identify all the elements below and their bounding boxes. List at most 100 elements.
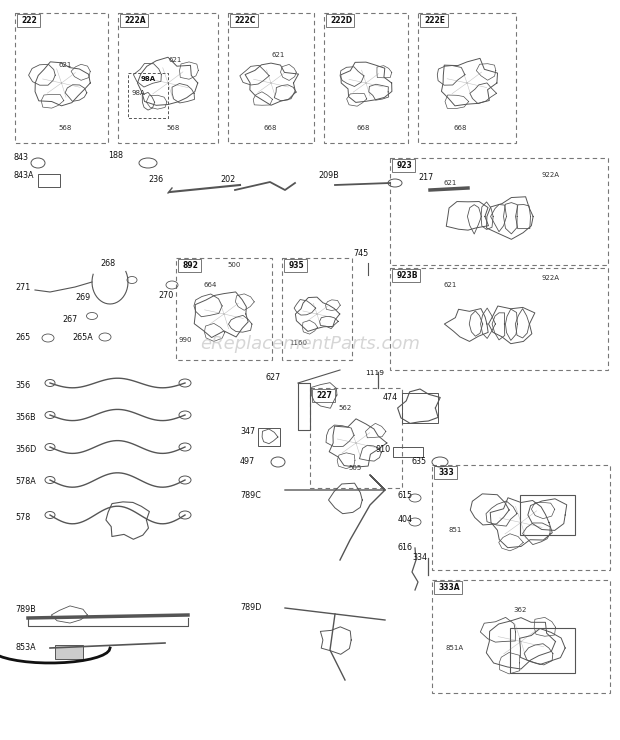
Text: 271: 271	[15, 283, 30, 292]
Text: 222: 222	[21, 16, 37, 25]
Text: 356B: 356B	[15, 412, 35, 422]
Bar	[418, 13, 516, 143]
Text: 500: 500	[228, 262, 241, 268]
Text: 843A: 843A	[13, 170, 33, 180]
Text: 935: 935	[288, 261, 304, 270]
Text: 578A: 578A	[15, 477, 36, 486]
Text: 98A: 98A	[141, 76, 156, 82]
Bar	[432, 580, 610, 693]
Text: 615: 615	[398, 491, 413, 500]
Bar	[176, 258, 272, 360]
Text: 664: 664	[203, 282, 216, 288]
Text: 922A: 922A	[541, 275, 559, 281]
Bar	[392, 159, 415, 172]
Bar	[392, 269, 420, 282]
Text: 333: 333	[438, 468, 454, 477]
Text: 789C: 789C	[240, 491, 261, 500]
Bar	[178, 259, 200, 272]
Bar	[15, 13, 108, 143]
Text: 265: 265	[15, 334, 30, 343]
Text: 789D: 789D	[240, 604, 262, 613]
Text: 568: 568	[58, 125, 72, 131]
Text: 236: 236	[148, 175, 163, 184]
Text: 668: 668	[264, 125, 277, 131]
Text: 621: 621	[443, 180, 457, 186]
Text: 627: 627	[265, 372, 280, 382]
Text: 1119: 1119	[365, 370, 384, 376]
Text: 668: 668	[356, 125, 370, 131]
Text: 668: 668	[453, 125, 467, 131]
Text: 334: 334	[412, 554, 427, 562]
Text: 621: 621	[58, 62, 72, 68]
Text: 621: 621	[443, 282, 457, 288]
Text: 474: 474	[383, 394, 398, 403]
Text: 505: 505	[348, 465, 361, 471]
Bar	[230, 14, 258, 27]
Bar	[284, 259, 306, 272]
Bar	[434, 581, 462, 594]
Text: 892: 892	[182, 261, 198, 270]
Bar	[420, 14, 448, 27]
Bar	[55, 645, 83, 659]
Text: 347: 347	[240, 428, 255, 437]
Bar	[520, 495, 575, 535]
Text: 270: 270	[158, 291, 173, 300]
Text: 188: 188	[108, 150, 123, 160]
Text: 922A: 922A	[541, 172, 559, 178]
Text: 267: 267	[62, 315, 78, 325]
Text: 222E: 222E	[425, 16, 446, 25]
Text: 578: 578	[15, 513, 30, 522]
Text: 265A: 265A	[72, 334, 93, 343]
Text: 356D: 356D	[15, 445, 36, 454]
Text: 202: 202	[220, 175, 235, 184]
Text: 843: 843	[13, 152, 28, 161]
Text: 789B: 789B	[15, 605, 36, 614]
Bar	[282, 258, 352, 360]
Text: 404: 404	[398, 516, 413, 525]
Bar	[402, 393, 438, 423]
Text: 269: 269	[75, 294, 91, 303]
Bar	[434, 466, 456, 479]
Text: 923B: 923B	[396, 271, 418, 280]
Text: 910: 910	[375, 445, 390, 454]
Text: 621: 621	[272, 52, 285, 58]
Text: 923: 923	[396, 161, 412, 170]
Text: 222D: 222D	[330, 16, 352, 25]
Text: 568: 568	[166, 125, 180, 131]
Text: 98A: 98A	[131, 90, 145, 96]
Bar	[120, 14, 148, 27]
Text: 362: 362	[513, 607, 526, 613]
Text: 333A: 333A	[438, 583, 460, 592]
Bar	[38, 174, 60, 187]
Text: 621: 621	[168, 57, 182, 63]
Text: 562: 562	[339, 405, 352, 411]
Text: 853A: 853A	[15, 644, 35, 653]
Text: 635: 635	[412, 457, 427, 466]
Text: 222C: 222C	[234, 16, 255, 25]
Text: 268: 268	[100, 258, 115, 267]
Text: 990: 990	[179, 337, 192, 343]
Text: 497: 497	[240, 457, 255, 466]
Text: 209B: 209B	[318, 170, 339, 180]
Bar	[312, 389, 335, 402]
Bar	[510, 628, 575, 673]
Text: 217: 217	[418, 172, 433, 181]
Text: 616: 616	[398, 543, 413, 553]
Text: 851A: 851A	[446, 645, 464, 651]
Text: 227: 227	[316, 391, 332, 400]
Bar	[326, 14, 354, 27]
Bar	[324, 13, 408, 143]
Bar	[390, 268, 608, 370]
Text: 745: 745	[353, 249, 368, 258]
Text: eReplacementParts.com: eReplacementParts.com	[200, 335, 420, 353]
Bar	[258, 428, 280, 446]
Text: 222A: 222A	[124, 16, 146, 25]
Text: 356: 356	[15, 380, 30, 389]
Bar	[432, 465, 610, 570]
Bar	[228, 13, 314, 143]
Bar	[393, 447, 423, 457]
Bar	[17, 14, 40, 27]
Bar	[118, 13, 218, 143]
Text: 1160: 1160	[289, 340, 307, 346]
Bar	[310, 388, 402, 488]
